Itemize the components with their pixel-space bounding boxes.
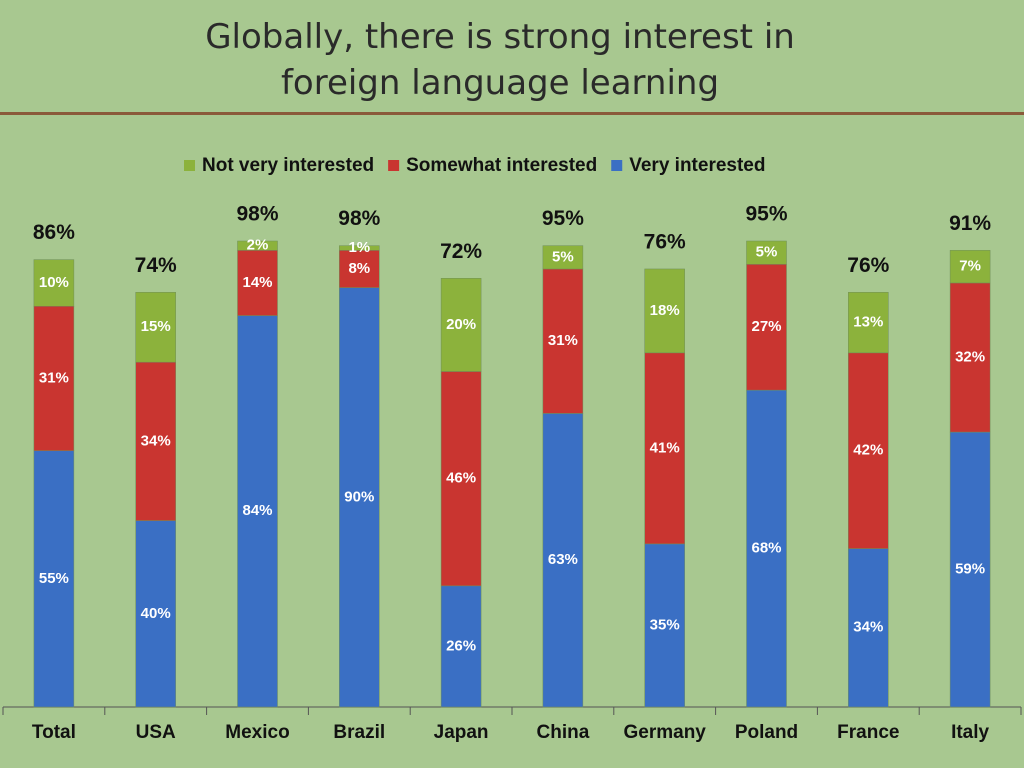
data-label: 5% — [756, 244, 778, 261]
bar-segment — [949, 282, 991, 433]
data-label: 31% — [39, 369, 69, 386]
bar-segment — [949, 250, 991, 284]
data-label: 27% — [751, 318, 781, 335]
data-label: 84% — [242, 502, 272, 519]
data-label: 68% — [751, 540, 781, 557]
bar-segment — [746, 264, 787, 391]
data-label: 40% — [141, 605, 171, 622]
bar-segment — [339, 245, 380, 251]
bar-segment — [746, 389, 787, 708]
x-tick-label: Mexico — [225, 722, 289, 743]
bar-segment — [848, 292, 889, 354]
bar-segment — [542, 245, 584, 270]
bar-segment — [237, 250, 278, 316]
total-label: 86% — [33, 221, 75, 244]
data-label: 46% — [446, 470, 476, 487]
data-label: 42% — [853, 442, 883, 459]
data-label: 10% — [39, 274, 69, 291]
bar-segment — [848, 352, 889, 549]
x-tick-label: Poland — [735, 722, 798, 743]
bar-segment — [440, 278, 482, 372]
data-label: 14% — [242, 274, 272, 291]
x-tick-label: France — [837, 722, 899, 743]
bar-segment — [339, 287, 380, 708]
bar-segment — [949, 431, 991, 708]
data-label: 63% — [548, 551, 578, 568]
data-label: 41% — [650, 439, 680, 456]
bar-segment — [848, 548, 889, 708]
x-tick-label: Total — [32, 722, 76, 743]
data-label: 7% — [959, 258, 981, 275]
data-label: 34% — [141, 432, 171, 449]
title-rule — [0, 112, 1024, 115]
x-tick-label: China — [537, 722, 590, 743]
data-label: 59% — [955, 560, 985, 577]
total-label: 76% — [644, 231, 686, 254]
total-label: 76% — [847, 254, 889, 277]
bar-segment — [237, 240, 278, 251]
data-label: 32% — [955, 348, 985, 365]
bar-segment — [644, 352, 685, 545]
legend-label: Very interested — [629, 155, 765, 176]
data-label: 90% — [344, 488, 374, 505]
data-label: 13% — [853, 314, 883, 331]
bar-segment — [33, 259, 75, 307]
x-tick-label: Germany — [624, 722, 707, 743]
x-tick-label: Brazil — [333, 722, 385, 743]
bar-segment — [440, 371, 482, 587]
bar-segment — [644, 268, 685, 354]
bar-segment — [237, 315, 278, 708]
bar-segment — [440, 585, 482, 708]
data-label: 20% — [446, 316, 476, 333]
data-label: 55% — [39, 570, 69, 587]
data-label: 5% — [552, 248, 574, 265]
total-label: 98% — [338, 207, 380, 230]
bar-segment — [339, 250, 380, 288]
data-label: 15% — [141, 318, 171, 335]
chart-title: Globally, there is strong interest in fo… — [205, 17, 795, 103]
total-label: 91% — [949, 212, 991, 235]
bar-segment — [135, 292, 176, 363]
x-tick-label: Japan — [434, 722, 489, 743]
data-label: 34% — [853, 619, 883, 636]
legend-label: Somewhat interested — [406, 155, 597, 176]
total-label: 72% — [440, 240, 482, 263]
legend-swatch — [611, 160, 623, 171]
total-label: 95% — [745, 203, 787, 226]
bar-segment — [33, 305, 75, 451]
data-label: 18% — [650, 302, 680, 319]
data-label: 26% — [446, 637, 476, 654]
legend-swatch — [184, 160, 195, 171]
x-tick-label: USA — [136, 722, 176, 743]
bar-segment — [33, 450, 75, 708]
legend-label: Not very interested — [202, 155, 374, 176]
bar-segment — [542, 413, 584, 708]
data-label: 35% — [650, 616, 680, 633]
bar-segment — [542, 268, 584, 414]
total-label: 74% — [135, 254, 177, 277]
x-tick-label: Italy — [951, 722, 989, 743]
bar-segment — [746, 240, 787, 265]
data-label: 8% — [348, 260, 370, 277]
total-label: 98% — [236, 203, 278, 226]
bar-segment — [644, 543, 685, 708]
total-label: 95% — [542, 207, 584, 230]
data-label: 1% — [348, 239, 370, 256]
legend-swatch — [388, 160, 400, 171]
data-label: 31% — [548, 332, 578, 349]
data-label: 2% — [247, 237, 269, 254]
